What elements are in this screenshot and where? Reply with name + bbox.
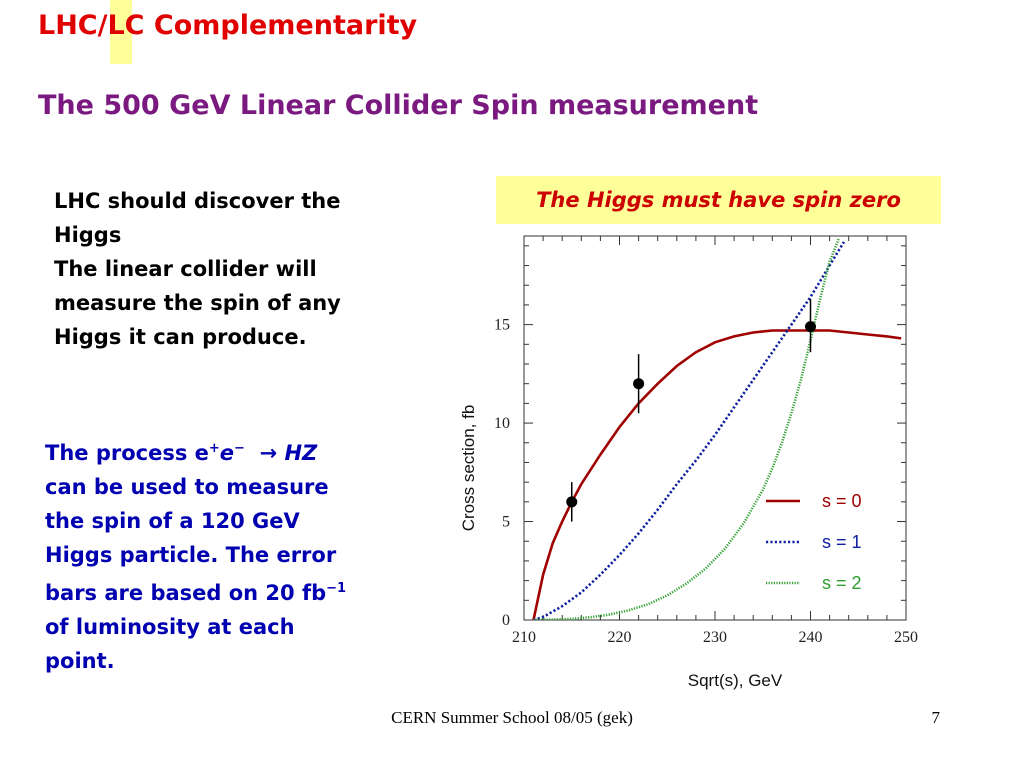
process-line: Higgs particle. The error [45,543,337,567]
legend-label: s = 1 [822,532,862,552]
y-tick-label: 15 [494,317,510,334]
slide-title: LHC/LC Complementarity [38,10,418,41]
legend-label: s = 0 [822,491,862,511]
data-point [805,321,816,333]
x-axis-label: Sqrt(s), GeV [688,671,783,690]
x-tick-label: 210 [512,629,536,646]
luminosity-text: bars are based on 20 fb [45,581,327,605]
process-text: The process e [45,441,209,465]
series-line-s2 [533,237,841,620]
y-axis-label: Cross section, fb [459,405,478,532]
legend-label: s = 2 [822,573,862,593]
x-tick-label: 250 [894,629,918,646]
process-line: of luminosity at each [45,615,295,639]
cross-section-chart: 210 220 230 240 250 0 5 10 15 Sqrt(s), GeV Cross s… [459,235,918,690]
positron-sign: + [208,441,220,456]
process-paragraph: The process e+e− → HZ can be used to mea… [45,432,415,678]
data-point [633,378,645,390]
footer-text: CERN Summer School 08/05 (gek) [391,708,633,727]
intro-line: Higgs it can produce. [54,325,307,349]
inverse-fb-exponent: −1 [326,581,347,596]
arrow-text: → [244,441,285,465]
process-line: the spin of a 120 GeV [45,509,300,533]
page-number: 7 [931,708,941,727]
process-line: can be used to measure [45,475,329,499]
y-tick-label: 5 [502,514,510,531]
intro-paragraph: LHC should discover the Higgs The linear… [54,184,394,354]
data-point [566,496,578,508]
intro-line: Higgs [54,223,122,247]
y-tick-label: 10 [494,415,510,432]
plot-frame [523,235,907,621]
x-tick-label: 220 [608,629,632,646]
electron-text: e [219,441,235,465]
series-line-s1 [533,241,846,620]
x-tick-label: 240 [799,629,823,646]
y-tick-label: 0 [502,612,510,629]
process-line: The process e+e− → HZ [45,432,415,470]
intro-line: LHC should discover the [54,189,341,213]
intro-line: The linear collider will [54,257,317,281]
process-line: point. [45,649,115,673]
slide-subtitle: The 500 GeV Linear Collider Spin measure… [38,90,759,121]
electron-sign: − [234,441,245,456]
hz-text: HZ [284,441,318,465]
title-highlight [110,0,132,64]
spin-zero-callout: The Higgs must have spin zero [496,176,941,224]
process-line: bars are based on 20 fb−1 [45,572,415,610]
x-tick-label: 230 [703,629,727,646]
intro-line: measure the spin of any [54,291,341,315]
series-line-s0 [532,329,902,620]
